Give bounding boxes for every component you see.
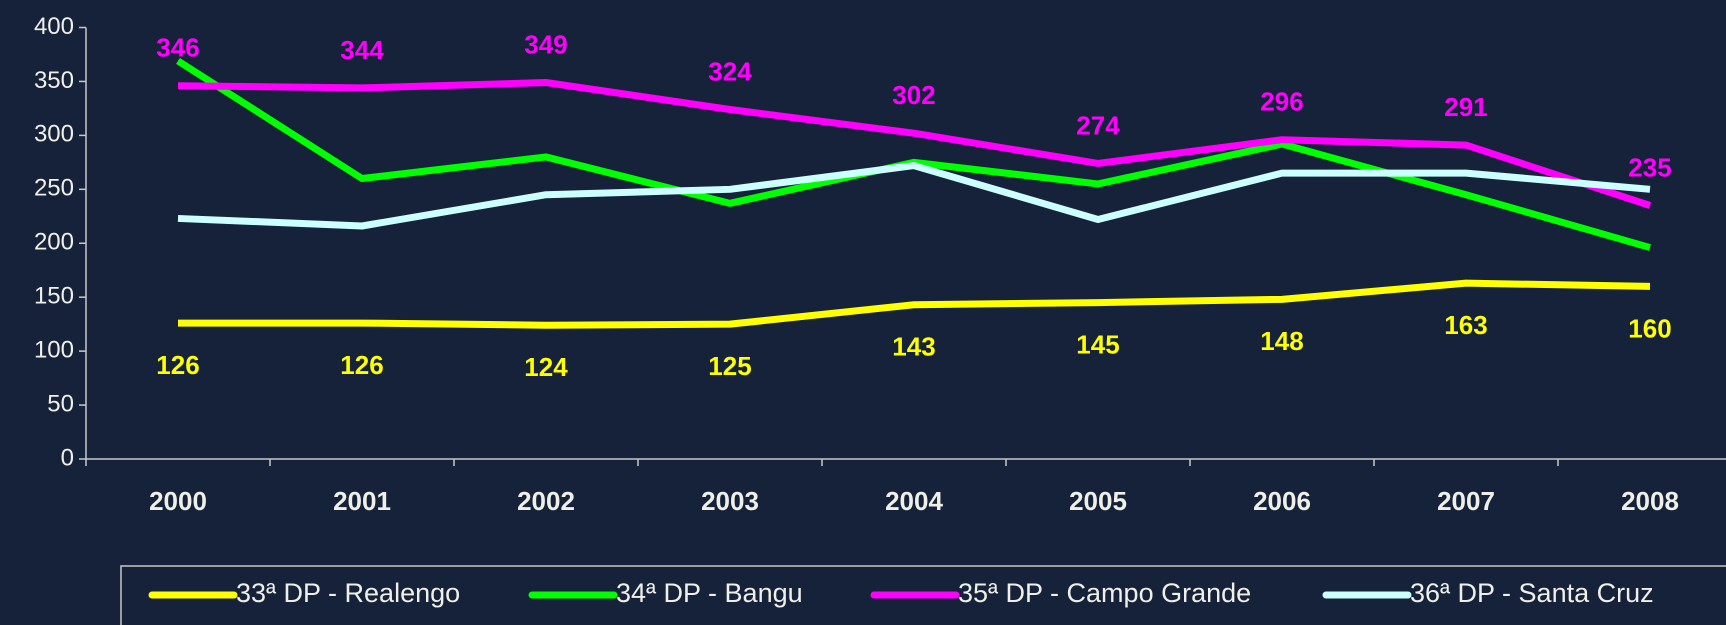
- data-label: 302: [892, 80, 935, 110]
- data-label: 148: [1260, 326, 1303, 356]
- x-tick-label: 2008: [1621, 486, 1679, 516]
- data-label: 143: [892, 332, 935, 362]
- x-tick-label: 2000: [149, 486, 207, 516]
- y-tick-label: 0: [61, 444, 74, 471]
- legend-label: 33ª DP - Realengo: [236, 578, 460, 608]
- series-line: [177, 79, 1652, 209]
- y-tick-label: 300: [34, 121, 74, 148]
- data-label: 296: [1260, 87, 1303, 117]
- data-label: 346: [156, 33, 199, 63]
- data-label: 324: [708, 56, 752, 86]
- legend-box: [120, 565, 1726, 625]
- x-tick-label: 2005: [1069, 486, 1127, 516]
- y-tick-label: 50: [47, 390, 74, 417]
- x-tick-label: 2007: [1437, 486, 1495, 516]
- series-line: [177, 162, 1651, 230]
- data-label: 125: [708, 351, 751, 381]
- data-label: 235: [1628, 152, 1671, 182]
- data-label: 124: [524, 352, 568, 382]
- data-label: 126: [156, 350, 199, 380]
- y-tick-label: 150: [34, 283, 74, 310]
- x-tick-label: 2002: [517, 486, 575, 516]
- data-label: 349: [524, 29, 567, 59]
- y-tick-label: 200: [34, 229, 74, 256]
- legend-label: 34ª DP - Bangu: [616, 578, 803, 608]
- data-label: 145: [1076, 329, 1119, 359]
- series-line: [178, 279, 1651, 329]
- x-tick-label: 2006: [1253, 486, 1311, 516]
- y-tick-label: 400: [34, 13, 74, 40]
- y-tick-label: 350: [34, 67, 74, 94]
- x-tick-label: 2003: [701, 486, 759, 516]
- data-label: 274: [1076, 110, 1120, 140]
- data-label: 163: [1444, 310, 1487, 340]
- x-tick-label: 2001: [333, 486, 391, 516]
- data-label: 291: [1444, 92, 1487, 122]
- legend-label: 36ª DP - Santa Cruz: [1410, 578, 1654, 608]
- y-tick-label: 100: [34, 336, 74, 363]
- data-label: 344: [340, 35, 384, 65]
- x-tick-label: 2004: [885, 486, 943, 516]
- legend-label: 35ª DP - Campo Grande: [958, 578, 1251, 608]
- y-tick-label: 250: [34, 175, 74, 202]
- data-label: 126: [340, 350, 383, 380]
- data-label: 160: [1628, 313, 1671, 343]
